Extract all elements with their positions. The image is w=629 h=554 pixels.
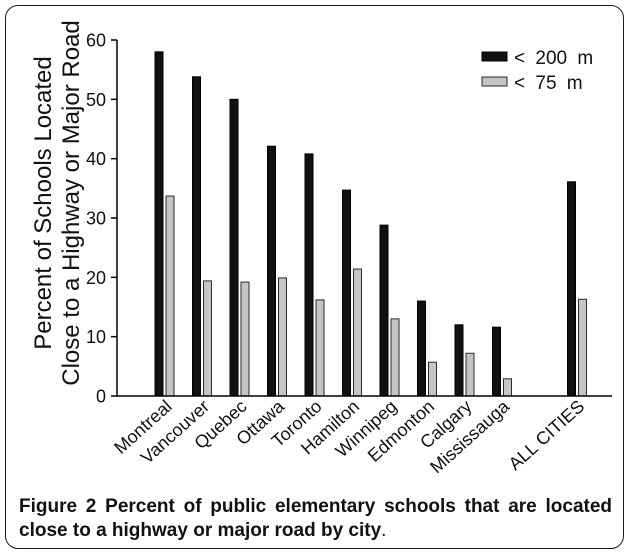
bar-calgary-75m [465,352,475,397]
bar-vancouver-75m [203,280,212,397]
bar-winnipeg-200m [379,224,389,397]
legend: < 200 m < 75 m [481,48,593,94]
bar-quebec-75m [240,281,250,397]
bar-group-hamilton [342,189,362,397]
bar-group-winnipeg [379,224,400,397]
bar-vancouver-200m [192,76,201,397]
y-axis-ticks: 0 10 20 30 40 50 60 [86,31,117,407]
figure-caption-period: . [381,520,387,541]
bar-group-montreal [154,51,175,397]
bar-group-quebec [229,98,250,397]
bar-all-cities-200m [567,181,576,397]
bar-hamilton-200m [342,189,351,397]
y-tick-label: 30 [86,209,106,229]
figure-label: Figure 2 [19,496,97,517]
bar-group-ottawa [267,145,287,397]
y-tick-label: 60 [86,31,106,51]
y-axis-title-line-2: Close to a Highway or Major Road [58,20,85,386]
y-tick-label: 40 [86,149,106,169]
x-tick-label-all-cities: ALL CITIES [505,396,589,474]
bar-all-cities-75m [578,298,587,397]
bar-edmonton-75m [428,361,437,397]
bar-mississauga-200m [492,326,501,397]
figure-caption-title: Percent of public elementary schools tha… [19,496,613,541]
bar-montreal-200m [154,51,164,397]
y-tick-label: 20 [86,268,106,288]
figure-caption: Figure 2 Percent of public elementary sc… [19,495,612,543]
bar-edmonton-200m [417,300,426,397]
x-axis-tick-labels: MontrealVancouverQuebecOttawaTorontoHami… [110,395,588,477]
legend-swatch-200m [481,51,508,62]
bar-ottawa-200m [267,145,276,397]
y-tick-label: 10 [86,327,106,347]
y-axis-title-line-1: Percent of Schools Located [30,56,57,350]
legend-label-75m: < 75 m [514,73,583,94]
bar-hamilton-75m [353,268,362,397]
bar-ottawa-75m [278,277,287,397]
bar-group-edmonton [417,300,437,397]
bar-winnipeg-75m [390,318,400,397]
bar-quebec-200m [229,98,239,397]
y-axis-title: Percent of Schools Located Close to a Hi… [30,20,85,386]
y-tick-label: 0 [96,387,106,407]
bar-group-vancouver [192,76,212,397]
bar-mississauga-75m [503,378,512,397]
bar-group-all-cities [567,181,587,397]
bar-toronto-200m [304,153,314,397]
bar-group-calgary [454,324,475,397]
figure-frame [5,5,624,549]
y-tick-label: 50 [86,90,106,110]
bar-calgary-200m [454,324,464,397]
bar-group-toronto [304,153,325,397]
legend-swatch-75m [481,76,508,87]
bar-group-mississauga [492,326,512,397]
legend-label-200m: < 200 m [514,48,593,69]
bar-montreal-75m [165,195,175,397]
bar-toronto-75m [315,299,325,397]
bars [154,51,587,397]
